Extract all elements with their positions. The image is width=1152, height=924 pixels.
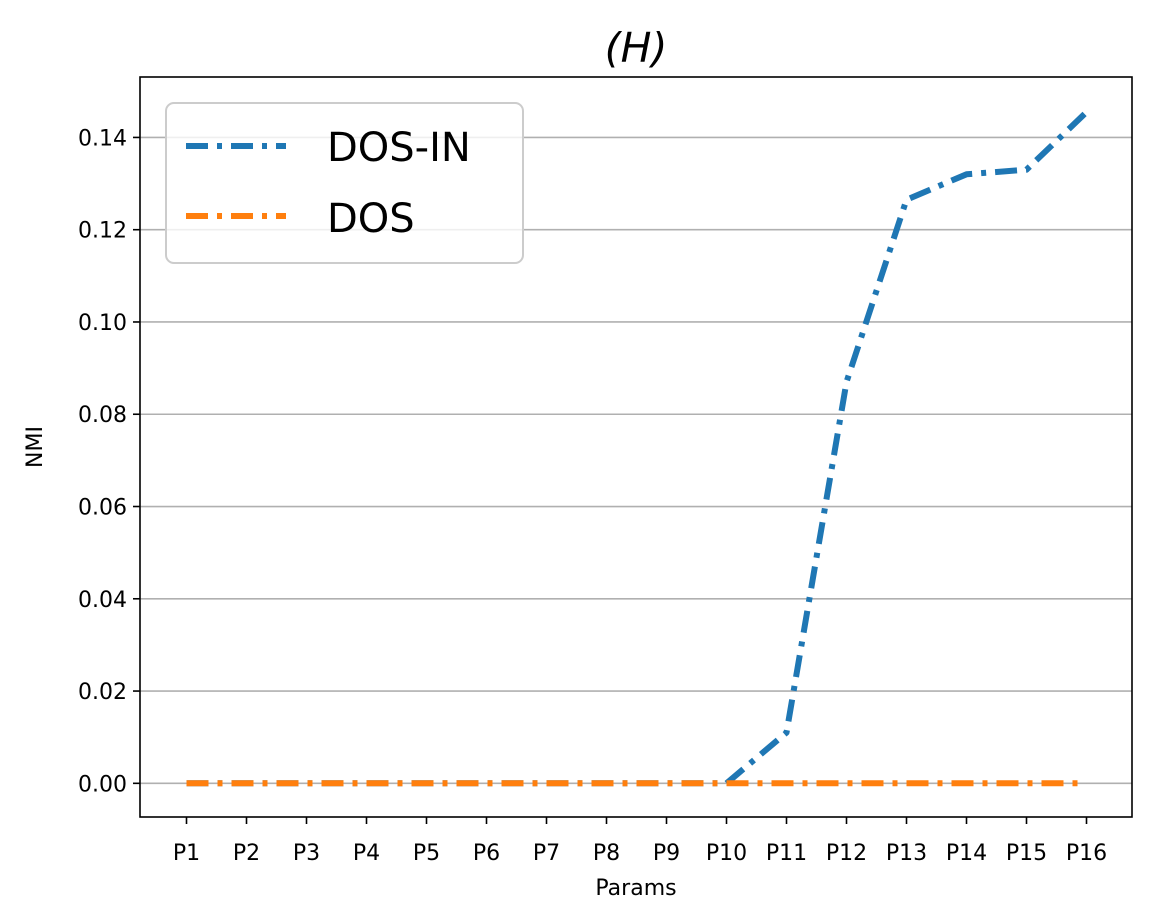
series-lines: [186, 109, 1089, 787]
y-tick-label: 0.10: [78, 311, 127, 336]
x-tick-label: P10: [706, 841, 747, 866]
x-tick-label: P14: [946, 841, 987, 866]
legend-label-dos-in: DOS-IN: [327, 125, 471, 171]
x-tick-label: P3: [293, 841, 320, 866]
y-tick-label: 0.08: [78, 403, 127, 428]
y-axis: 0.00 0.02 0.04 0.06 0.08 0.10 0.12 0.14: [78, 126, 140, 797]
y-tick-label: 0.04: [78, 588, 127, 613]
chart-title: (H): [605, 24, 668, 72]
x-tick-label: P16: [1066, 841, 1107, 866]
x-tick-label: P6: [473, 841, 500, 866]
plot-frame: [139, 76, 1133, 818]
x-tick-label: P5: [413, 841, 440, 866]
y-tick-label: 0.06: [78, 496, 127, 521]
legend-label-dos: DOS: [327, 196, 415, 242]
x-tick-label: P8: [593, 841, 620, 866]
y-tick-label: 0.00: [78, 772, 127, 797]
x-tick-label: P4: [353, 841, 380, 866]
x-tick-label: P13: [886, 841, 927, 866]
x-tick-label: P7: [533, 841, 560, 866]
y-tick-label: 0.02: [78, 680, 127, 705]
x-axis-label: Params: [595, 876, 676, 901]
y-tick-label: 0.12: [78, 219, 127, 244]
x-tick-label: P1: [173, 841, 200, 866]
y-axis-label: NMI: [23, 426, 48, 468]
y-tick-label: 0.14: [78, 126, 127, 151]
legend-frame: [165, 102, 524, 264]
x-tick-label: P9: [653, 841, 680, 866]
x-tick-label: P12: [826, 841, 867, 866]
x-tick-label: P15: [1006, 841, 1047, 866]
x-axis: P1 P2 P3 P4 P5 P6 P7 P8 P9 P10 P11 P12 P13 P14 P15 P16: [173, 817, 1107, 866]
x-tick-label: P11: [766, 841, 807, 866]
x-tick-label: P2: [233, 841, 260, 866]
legend: DOS-IN DOS: [165, 102, 524, 264]
